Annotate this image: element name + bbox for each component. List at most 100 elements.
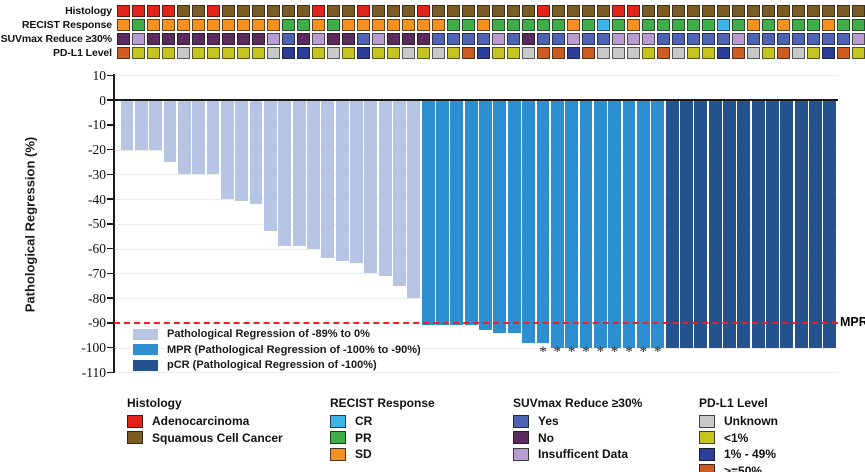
histology-square [417,5,430,17]
inplot-legend-label: MPR (Pathological Regression of -100% to… [167,343,421,356]
significance-asterisk: * [539,344,547,360]
pdl1-square [657,47,670,59]
inplot-legend-label: pCR (Pathological Regression of -100%) [167,359,377,371]
suvmax-square [822,33,835,45]
legend-item: CR [330,413,435,430]
recist-square [192,19,205,31]
pdl1-square [282,47,295,59]
pdl1-square [837,47,850,59]
suvmax-square [582,33,595,45]
regression-swatch [133,328,158,340]
tick-mark [107,124,114,126]
legend-item: >=50% [699,463,778,472]
histology-square [477,5,490,17]
pdl1-square [447,47,460,59]
legend-item: 1% - 49% [699,446,778,463]
recist-square [222,19,235,31]
bar-pcr [780,100,794,348]
track-label-pdl1: PD-L1 Level [52,47,112,59]
histology-square [792,5,805,17]
recist-square [162,19,175,31]
pdl1-square [417,47,430,59]
tick-mark [107,198,114,200]
track-row-histology [117,5,865,17]
suvmax-square [297,33,310,45]
histology-square [492,5,505,17]
histology-square [117,5,130,17]
pdl1-square [192,47,205,59]
pdl1-square [672,47,685,59]
tick-label: -50 [88,216,106,232]
tick-label: -30 [88,166,106,182]
suvmax-square [492,33,505,45]
suvmax-square [507,33,520,45]
legend-item: Squamous Cell Cancer [127,430,283,447]
legend-swatch [699,431,715,445]
suvmax-square [447,33,460,45]
suvmax-square [792,33,805,45]
bar-regression [278,100,292,247]
pdl1-square [627,47,640,59]
histology-square [252,5,265,17]
bar-pcr [708,100,722,348]
tick-mark [107,148,114,151]
recist-square [387,19,400,31]
recist-square [537,19,550,31]
suvmax-square [432,33,445,45]
tick-label: 10 [92,67,107,83]
legend-item: Adenocarcinoma [127,413,283,430]
suvmax-square [597,33,610,45]
pdl1-square [822,47,835,59]
significance-asterisk: * [610,344,619,360]
bar-regression [306,100,320,249]
recist-square [282,19,295,31]
recist-square [342,19,355,31]
recist-square [462,19,475,31]
histology-square [687,5,700,17]
tick-label: 0 [99,92,106,108]
tick-label: -100 [81,340,106,355]
tick-label: -110 [81,364,106,380]
bar-mpr [608,100,622,348]
tick-mark [107,247,114,250]
pdl1-square [552,47,565,59]
histology-square [177,5,190,17]
suvmax-square [252,33,265,45]
legend-item: Insufficent Data [513,446,642,463]
mpr-threshold-line [114,321,838,324]
recist-square [552,19,565,31]
tick-label: -60 [88,241,106,256]
legend-group: SUVmax Reduce ≥30% Yes No Insufficent Data [513,396,642,463]
recist-square [507,19,520,31]
recist-square [837,19,850,31]
legend-item: No [513,430,642,447]
bar-regression [206,100,220,175]
histology-square [852,5,865,17]
suvmax-square [207,33,220,45]
histology-square [597,5,610,17]
legend-item-label: CR [355,414,373,429]
inplot-legend-item: pCR (Pathological Regression of -100%) [133,359,377,371]
histology-square [267,5,280,17]
recist-square [417,19,430,31]
suvmax-square [567,33,580,45]
histology-square [762,5,775,17]
bar-pcr [751,100,765,348]
bar-regression [364,100,378,274]
pdl1-square [582,47,595,59]
recist-square [657,19,670,31]
pdl1-square [147,47,160,59]
suvmax-square [837,33,850,45]
bar-regression [378,100,392,276]
bar-mpr [579,100,593,348]
suvmax-square [522,33,535,45]
bar-mpr [493,100,507,333]
legend-item: SD [330,446,435,463]
pdl1-square [762,47,775,59]
histology-square [822,5,835,17]
suvmax-square [732,33,745,45]
tick-label: -80 [88,290,106,306]
suvmax-square [852,33,865,45]
bar-mpr [436,100,449,326]
inplot-legend-label: Pathological Regression of -89% to 0% [167,328,370,340]
